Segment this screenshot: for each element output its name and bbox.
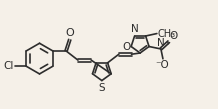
Text: +: + — [164, 40, 170, 46]
Text: O: O — [65, 28, 74, 38]
Text: ⁻O: ⁻O — [155, 60, 169, 70]
Text: S: S — [99, 83, 105, 93]
Text: CH₃: CH₃ — [158, 29, 176, 39]
Text: O: O — [169, 31, 178, 41]
Text: N: N — [131, 24, 138, 34]
Text: O: O — [122, 42, 130, 52]
Text: Cl: Cl — [4, 61, 14, 71]
Text: N: N — [157, 38, 165, 48]
